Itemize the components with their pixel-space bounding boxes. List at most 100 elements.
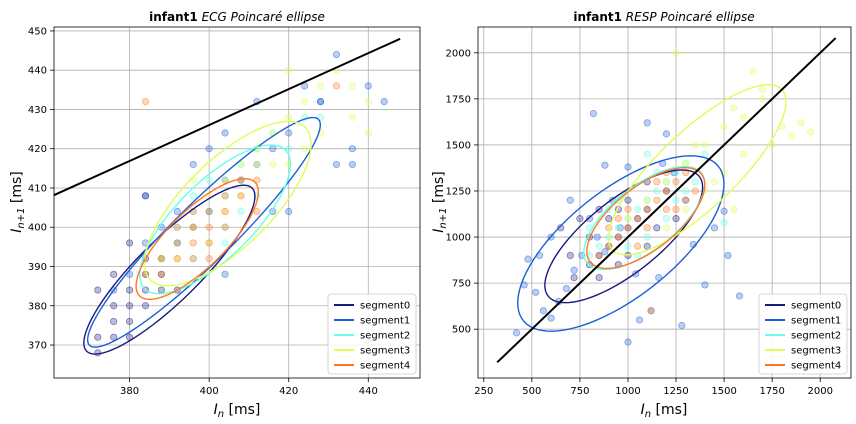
resp-legend-label-segment2: segment2 [791, 331, 841, 342]
resp-segment2-point [691, 178, 699, 186]
ecg-segment1-point [221, 270, 229, 278]
resp-segment3-point [739, 150, 747, 158]
resp-segment4-point [691, 187, 699, 195]
resp-chart-title: infant1 RESP Poincaré ellipse [573, 10, 754, 24]
resp-segment0-point [595, 273, 603, 282]
resp-segment4-point [643, 224, 651, 232]
ecg-segment4-point [173, 239, 181, 247]
resp-segment1-point [532, 288, 540, 296]
resp-segment3-point [691, 141, 699, 149]
resp-legend: segment0 segment1 segment2 segment3 segment4 [758, 293, 848, 375]
resp-segment4-point [662, 205, 671, 214]
resp-y-tick-label: 1250 [446, 186, 471, 197]
resp-identity-line [496, 37, 837, 364]
resp-x-tick-label: 750 [570, 386, 589, 397]
ecg-segment1-point [269, 145, 277, 153]
ecg-segment0-point [110, 333, 118, 341]
resp-y-axis-label: In+1 [ms] [431, 171, 449, 233]
resp-segment4-point [624, 224, 632, 232]
resp-segment0-point [605, 215, 613, 223]
resp-segment4-point [653, 196, 661, 204]
ecg-y-tick-label: 410 [28, 183, 47, 194]
resp-segment0-point [653, 224, 661, 232]
resp-segment1-point [547, 314, 555, 322]
resp-segment4-point [643, 205, 651, 214]
ecg-segment3-point [269, 160, 277, 169]
ecg-segment1-point [348, 160, 356, 169]
resp-segment2-point [614, 224, 622, 232]
ecg-segment3-point [301, 145, 309, 153]
resp-segment1-point [624, 338, 632, 346]
resp-segment1-point [585, 215, 594, 223]
ecg-segment4-point [205, 239, 213, 247]
resp-segment3-point [749, 67, 757, 75]
ecg-y-tick-label: 440 [28, 66, 47, 77]
resp-segment1-point [524, 255, 532, 263]
resp-segment3-point [730, 205, 738, 214]
resp-segment1-point [512, 329, 521, 337]
ecg-segment0-point [94, 333, 102, 341]
ecg-segment0-point [157, 286, 166, 294]
resp-segment3-point [720, 122, 728, 131]
ecg-plot-area [54, 37, 401, 357]
resp-segment3-point [787, 132, 795, 140]
ecg-x-tick-label: 440 [359, 386, 378, 397]
ecg-segment1-point [380, 97, 388, 106]
ecg-segment0-point [125, 286, 134, 294]
ecg-segment0-point [125, 317, 134, 326]
ecg-segment1-point [285, 129, 293, 137]
ecg-segment3-point [301, 97, 309, 106]
resp-x-tick-label: 1250 [663, 386, 688, 397]
ecg-segment1-point [141, 192, 150, 200]
ecg-segment3-point [285, 66, 293, 74]
ecg-segment4-point [205, 255, 213, 263]
ecg-segment4-point [237, 176, 245, 184]
resp-segment3-point [701, 141, 709, 149]
ecg-grid [54, 27, 420, 378]
ecg-segment1-point [316, 97, 325, 106]
ecg-segment4-point [189, 239, 197, 247]
resp-legend-label-segment0: segment0 [791, 301, 841, 312]
resp-segment3-point [758, 95, 767, 103]
ecg-segment4-point [205, 207, 213, 216]
resp-segment4-point [633, 215, 642, 223]
resp-segment3-point [758, 86, 767, 94]
ecg-segment0-point [110, 317, 118, 326]
resp-x-tick-label: 1000 [615, 386, 640, 397]
ecg-segment1-point [205, 145, 213, 153]
ecg-segment3-point [348, 113, 356, 121]
resp-segment2-point [672, 196, 680, 204]
ecg-ticks: 380 400 420 440 370 380 390 400 410 420 430 440 450 [28, 26, 378, 397]
ecg-segment4-point [221, 192, 229, 200]
ecg-segment0-point [141, 302, 150, 310]
ecg-segment4-point [332, 82, 341, 90]
resp-y-tick-label: 1750 [446, 94, 471, 105]
resp-segment1-point [643, 119, 651, 127]
ecg-segment4-point [173, 255, 181, 263]
resp-grid [478, 27, 851, 378]
resp-segment1-point [566, 196, 574, 204]
resp-segment3-point [643, 196, 651, 204]
ecg-segment3-point [316, 82, 325, 90]
ecg-segment3-point [237, 160, 245, 169]
ecg-segment4-point [157, 255, 166, 263]
ecg-legend-box [327, 293, 417, 375]
resp-y-tick-label: 1000 [446, 233, 471, 244]
resp-x-tick-label: 1500 [711, 386, 736, 397]
resp-plot-area [496, 37, 837, 364]
resp-segment4-point [647, 307, 655, 315]
resp-segment2-point [720, 218, 728, 226]
ecg-segment3-point [285, 113, 293, 121]
ecg-segment0-point [110, 270, 118, 278]
resp-segment1-point [701, 281, 709, 289]
resp-segment1-point [616, 224, 624, 232]
resp-segment1-point [710, 224, 719, 232]
resp-ticks: 250 500 750 1000 1250 1500 1750 2000 500 750 1000 1… [446, 48, 833, 397]
resp-y-tick-label: 750 [452, 279, 471, 290]
resp-segment3-point [682, 205, 690, 214]
resp-segment0-point [643, 242, 651, 250]
ecg-segment1-point [173, 207, 181, 216]
resp-x-tick-label: 500 [522, 386, 541, 397]
resp-segment0-point [566, 251, 574, 260]
